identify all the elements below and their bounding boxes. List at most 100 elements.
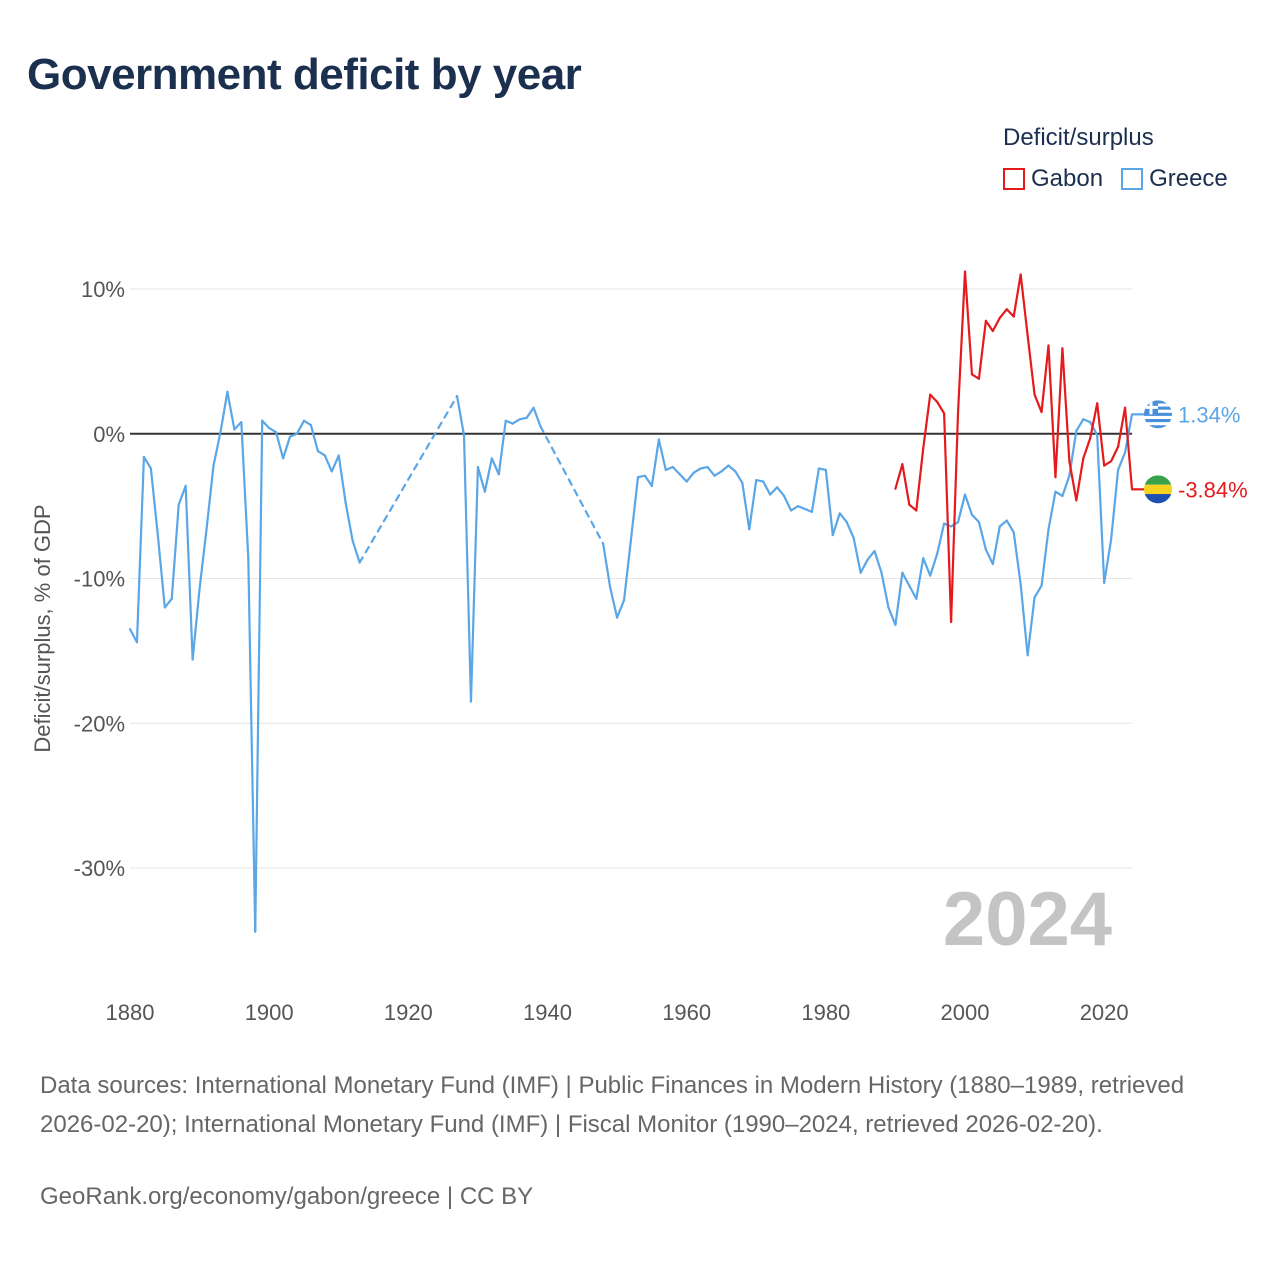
credit-link[interactable]: GeoRank.org/economy/gabon/greece | CC BY [40,1183,534,1210]
series-segment-greece [330,454,340,473]
series-segment-greece [476,465,486,493]
series-gabon [894,270,1144,624]
series-segment-greece [970,513,981,524]
series-segment-greece [142,455,152,470]
legend-item-greece[interactable]: Greece [1121,165,1228,193]
series-segment-greece [198,528,208,590]
series-segment-greece [915,557,925,600]
series-segment-greece [622,538,633,602]
series-segment-greece [1019,583,1029,657]
greece-end-label: 1.34% [1178,402,1240,427]
series-segment-greece [713,470,723,477]
series-segment-greece [852,536,862,574]
series-segment-greece [755,478,765,483]
series-segment-greece [233,421,243,431]
current-year-label: 2024 [943,877,1112,962]
series-segment-greece [824,468,834,537]
series-segment-greece [810,467,820,514]
legend-item-gabon[interactable]: Gabon [1003,165,1103,193]
series-segment-greece [469,465,480,703]
y-tick-label: -30% [74,856,125,881]
series-segment-greece [977,520,987,551]
series-segment-greece [922,557,932,577]
series-segment-greece [226,390,236,431]
series-segment-gabon [1110,445,1120,463]
series-segment-greece [483,457,493,493]
series-segment-greece [177,484,187,506]
chart-title: Government deficit by year [27,50,582,99]
series-segment-gabon [894,463,904,490]
series-segment-greece [490,457,500,476]
series-segment-gabon [1103,460,1113,467]
x-tick-label: 1920 [384,1000,433,1025]
greece-flag-icon [1144,400,1172,429]
gabon-end-label: -3.84% [1178,477,1248,502]
series-segment-greece [936,522,946,555]
series-segment-gabon [943,412,953,624]
legend-label-greece: Greece [1149,165,1228,192]
series-segment-greece [1012,531,1022,586]
series-segment-greece [1026,596,1036,657]
series-segment-greece [859,558,869,574]
series-segment-greece [219,390,229,434]
series-segment-greece [901,571,911,587]
series-segment-greece [1047,490,1057,531]
series-segment-greece [1096,434,1106,584]
series-segment-greece [316,450,326,457]
series-segment-gabon [1026,334,1036,396]
series-segment-greece [511,418,521,425]
series-segment-greece [275,431,285,460]
y-axis-label: Deficit/surplus, % of GDP [30,504,55,752]
source-note: Data sources: International Monetary Fun… [40,1072,1185,1138]
x-tick-label: 1940 [523,1000,572,1025]
series-segment-greece [706,465,716,477]
series-segment-greece [1061,474,1071,498]
series-segment-greece [344,502,354,542]
y-tick-label: -20% [74,711,125,736]
series-segment-gabon [1075,457,1085,502]
series-segment-greece [880,571,890,609]
series-greece [128,390,1144,933]
series-segment-greece [1089,421,1099,437]
series-segment-greece [956,493,967,524]
series-segment-gabon [1012,273,1022,318]
series-segment-greece [741,481,751,531]
series-segment-greece [831,512,841,537]
series-segment-greece [323,454,333,473]
series-segment-greece [685,471,695,483]
series-segment-gabon [1123,406,1134,491]
series-segment-gabon [970,373,981,380]
series-segment-greece [650,438,660,487]
series-segment-gabon [1019,273,1029,337]
series-segment-greece [873,549,883,574]
series-segment-greece [615,599,626,619]
series-segment-gabon [901,463,911,506]
series-segment-greece [1082,418,1092,424]
series-segment-gabon [929,393,939,404]
y-tick-label: 0% [93,422,125,447]
series-segment-greece [629,476,640,541]
series-segment-greece [699,465,709,470]
x-tick-label: 1900 [245,1000,294,1025]
legend-swatch-greece [1121,168,1144,190]
series-segment-greece [1123,413,1134,454]
series-segment-gabon [1089,402,1099,440]
series-segment-greece [678,473,688,483]
series-segment-greece [455,395,466,437]
series-segment-greece [657,438,667,472]
series-segment-greece [1040,528,1050,587]
series-segment-greece [247,557,257,933]
series-segment-greece [643,474,653,487]
series-segment-gabon [956,270,967,414]
series-segment-greece [769,486,779,496]
series-segment-greece [1054,490,1064,498]
series-segment-greece [984,548,994,566]
legend-label-gabon: Gabon [1031,165,1104,192]
series-segment-greece [1116,451,1127,472]
series-segment-greece [302,419,313,427]
series-segment-gabon [949,410,960,624]
series-segment-greece [309,423,319,453]
series-segment-greece [727,464,737,473]
series-segment-greece [929,552,939,577]
series-segment-greece [796,505,807,511]
